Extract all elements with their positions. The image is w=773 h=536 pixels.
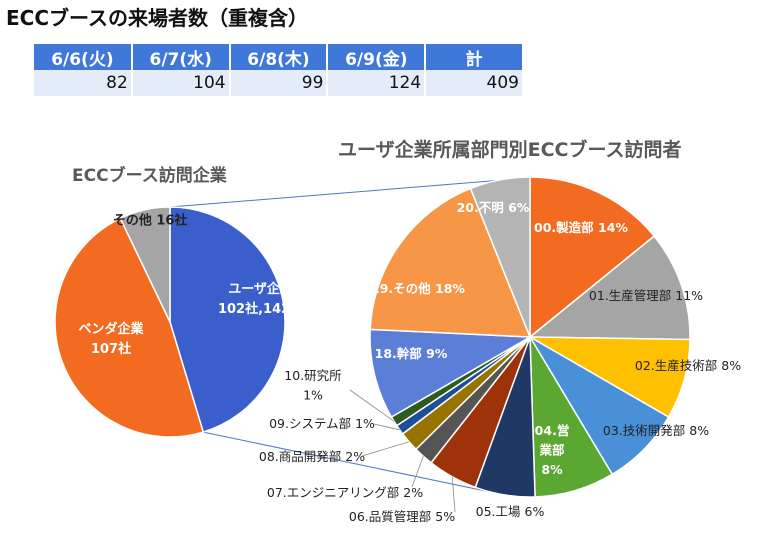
header-total: 計 [425,44,524,70]
right-pie-leader-8 [361,441,410,457]
value-day3: 99 [229,70,329,96]
right-pie-label-8: 08.商品開発部 2% [259,449,365,464]
right-pie: 00.製造部 14% 01.生産管理部 11% 02.生産技術部 8% 03.技術開発… [259,176,741,524]
connector-line-bottom [203,431,505,496]
connector-lines [169,180,505,496]
value-total: 409 [425,70,524,96]
left-pie-label-1: ベンダ企業 107社 [79,321,145,357]
right-pie-slice-0 [529,176,656,339]
right-pie-slice-1 [527,235,691,341]
right-pie-label-3: 03.技術開発部 8% [603,423,709,438]
right-pie-slice-13 [469,176,531,338]
left-pie-label-0: ユーザ企業 102社,142名 [218,281,303,317]
right-pie-label-9: 09.システム部 1% [269,416,375,431]
right-pie-label-1: 01.生産管理部 11% [589,288,703,303]
header-day1: 6/6(火) [34,44,133,70]
right-pie-leader-9 [373,423,400,431]
right-pie-label-2: 02.生産技術部 8% [635,358,741,373]
header-day3: 6/8(木) [229,44,329,70]
left-pie-slice-1 [54,217,205,438]
header-day2: 6/7(水) [131,44,231,70]
left-pie-label-2: その他 16社 [113,213,188,229]
right-pie-leader-7 [411,456,424,488]
left-chart-title: ECCブース訪問企業 [72,165,227,186]
right-pie-label-0: 00.製造部 14% [534,220,628,235]
right-pie-label-5: 05.工場 6% [476,504,545,519]
right-pie-label-13: 20.不明 6% [457,200,530,215]
value-day2: 104 [131,70,231,96]
right-pie-label-11: 18.幹部 9% [375,346,448,361]
table-row: 82 104 99 124 409 [34,70,524,96]
right-pie-slice-12 [369,187,532,338]
right-chart-title: ユーザ企業所属部門別ECCブース訪問者 [338,138,682,161]
visitor-table: 6/6(火) 6/7(水) 6/8(木) 6/9(金) 計 82 104 99 … [34,44,524,96]
left-pie-slice-0 [169,206,286,434]
connector-line-top [169,180,497,208]
right-pie-label-4: 04.営業部 8% [535,423,570,477]
left-pie-slice-2 [119,206,171,323]
page-title: ECCブースの来場者数（重複含） [6,6,309,30]
value-day1: 82 [34,70,133,96]
right-pie-label-10: 10.研究所 1% [284,368,341,402]
header-day4: 6/9(金) [327,44,427,70]
right-pie-label-7: 07.エンジニアリング部 2% [267,485,423,500]
right-pie-label-6: 06.品質管理部 5% [349,509,455,524]
right-pie-leader-10 [349,389,395,422]
value-day4: 124 [327,70,427,96]
table-header-row: 6/6(火) 6/7(水) 6/8(木) 6/9(金) 計 [34,44,524,70]
right-pie-label-12: 19.その他 18% [371,281,465,296]
right-pie-leader-6 [451,476,456,513]
right-pie-slice-11 [369,328,533,419]
